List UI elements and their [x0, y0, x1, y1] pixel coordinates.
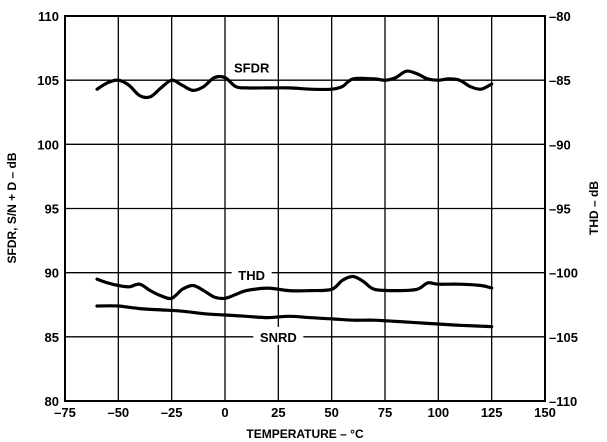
series-line-sfdr: [95, 69, 494, 100]
series-label-sfdr: SFDR: [234, 60, 270, 75]
y-right-tick-label: –105: [549, 330, 578, 345]
x-tick-label: –75: [54, 405, 76, 420]
y-left-tick-label: 100: [37, 137, 59, 152]
x-tick-label: 100: [427, 405, 449, 420]
x-tick-label: 50: [324, 405, 338, 420]
y-left-tick-label: 85: [45, 330, 59, 345]
x-tick-label: 25: [271, 405, 285, 420]
y-right-tick-label: –110: [549, 394, 577, 409]
y-left-axis-title: SFDR, S/N + D – dB: [5, 152, 19, 263]
y-right-tick-labels: –110 –105 –100 –95 –90 –85 –80: [549, 9, 578, 409]
y-left-tick-label: 110: [38, 9, 59, 24]
grid: [65, 16, 545, 401]
series-label-bg-snrd: [253, 326, 304, 345]
series-group: [95, 69, 494, 329]
x-tick-labels: –75 –50 –25 0 25 50 75 100 125 150: [54, 405, 556, 420]
series-line-thd: [95, 274, 494, 301]
x-tick-label: 0: [221, 405, 228, 420]
series-label-thd: THD: [238, 268, 265, 283]
x-axis-title: TEMPERATURE – °C: [246, 427, 364, 441]
plot-frame: [64, 15, 546, 402]
series-labels: SFDR THD SNRD: [226, 57, 304, 345]
y-right-tick-label: –95: [549, 202, 571, 217]
y-left-tick-labels: 80 85 90 95 100 105 110: [37, 9, 59, 409]
y-right-tick-label: –85: [549, 73, 571, 88]
x-tick-label: 150: [534, 405, 556, 420]
series-label-bg-sfdr: [226, 57, 277, 76]
x-tick-label: –25: [161, 405, 183, 420]
y-right-axis-title: THD – dB: [587, 181, 601, 235]
y-left-tick-label: 95: [45, 202, 59, 217]
series-label-snrd: SNRD: [260, 330, 297, 345]
y-right-tick-label: –80: [549, 9, 571, 24]
y-right-tick-label: –90: [549, 137, 571, 152]
x-tick-label: –50: [107, 405, 129, 420]
y-left-tick-label: 80: [45, 394, 59, 409]
y-left-tick-label: 105: [37, 73, 59, 88]
series-label-bg-thd: [231, 265, 272, 284]
series-line-snrd: [95, 304, 494, 329]
y-left-tick-label: 90: [45, 266, 59, 281]
x-tick-label: 75: [378, 405, 392, 420]
x-tick-label: 125: [481, 405, 503, 420]
y-right-tick-label: –100: [549, 266, 578, 281]
